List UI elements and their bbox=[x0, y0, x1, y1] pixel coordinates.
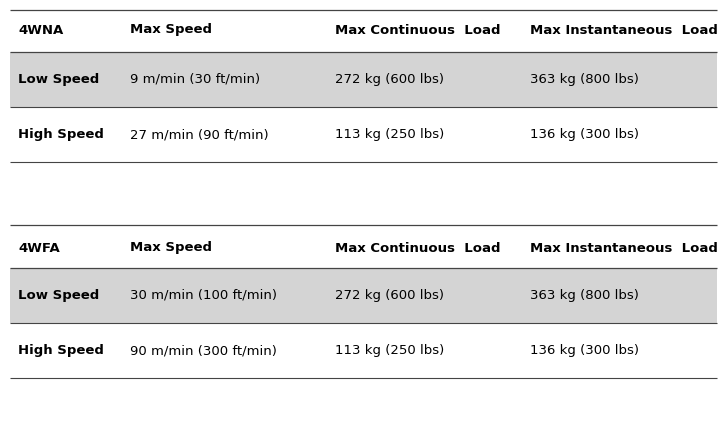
Text: 363 kg (800 lbs): 363 kg (800 lbs) bbox=[530, 73, 639, 86]
Text: 4WFA: 4WFA bbox=[18, 242, 60, 255]
Text: Max Instantaneous  Load: Max Instantaneous Load bbox=[530, 242, 718, 255]
Text: High Speed: High Speed bbox=[18, 128, 104, 141]
Text: 363 kg (800 lbs): 363 kg (800 lbs) bbox=[530, 289, 639, 302]
Text: 27 m/min (90 ft/min): 27 m/min (90 ft/min) bbox=[130, 128, 268, 141]
Text: 136 kg (300 lbs): 136 kg (300 lbs) bbox=[530, 344, 639, 357]
Text: 136 kg (300 lbs): 136 kg (300 lbs) bbox=[530, 128, 639, 141]
Text: Max Instantaneous  Load: Max Instantaneous Load bbox=[530, 23, 718, 36]
Text: High Speed: High Speed bbox=[18, 344, 104, 357]
Text: 113 kg (250 lbs): 113 kg (250 lbs) bbox=[335, 128, 444, 141]
Text: Max Speed: Max Speed bbox=[130, 242, 212, 255]
Text: Max Continuous  Load: Max Continuous Load bbox=[335, 242, 500, 255]
Text: Max Speed: Max Speed bbox=[130, 23, 212, 36]
Bar bbox=[10, 52, 717, 107]
Text: 4WNA: 4WNA bbox=[18, 23, 63, 36]
Text: 90 m/min (300 ft/min): 90 m/min (300 ft/min) bbox=[130, 344, 277, 357]
Text: Low Speed: Low Speed bbox=[18, 73, 100, 86]
Text: 272 kg (600 lbs): 272 kg (600 lbs) bbox=[335, 289, 444, 302]
Text: 9 m/min (30 ft/min): 9 m/min (30 ft/min) bbox=[130, 73, 260, 86]
Bar bbox=[10, 268, 717, 323]
Text: Max Continuous  Load: Max Continuous Load bbox=[335, 23, 500, 36]
Text: 113 kg (250 lbs): 113 kg (250 lbs) bbox=[335, 344, 444, 357]
Text: 30 m/min (100 ft/min): 30 m/min (100 ft/min) bbox=[130, 289, 277, 302]
Text: 272 kg (600 lbs): 272 kg (600 lbs) bbox=[335, 73, 444, 86]
Text: Low Speed: Low Speed bbox=[18, 289, 100, 302]
